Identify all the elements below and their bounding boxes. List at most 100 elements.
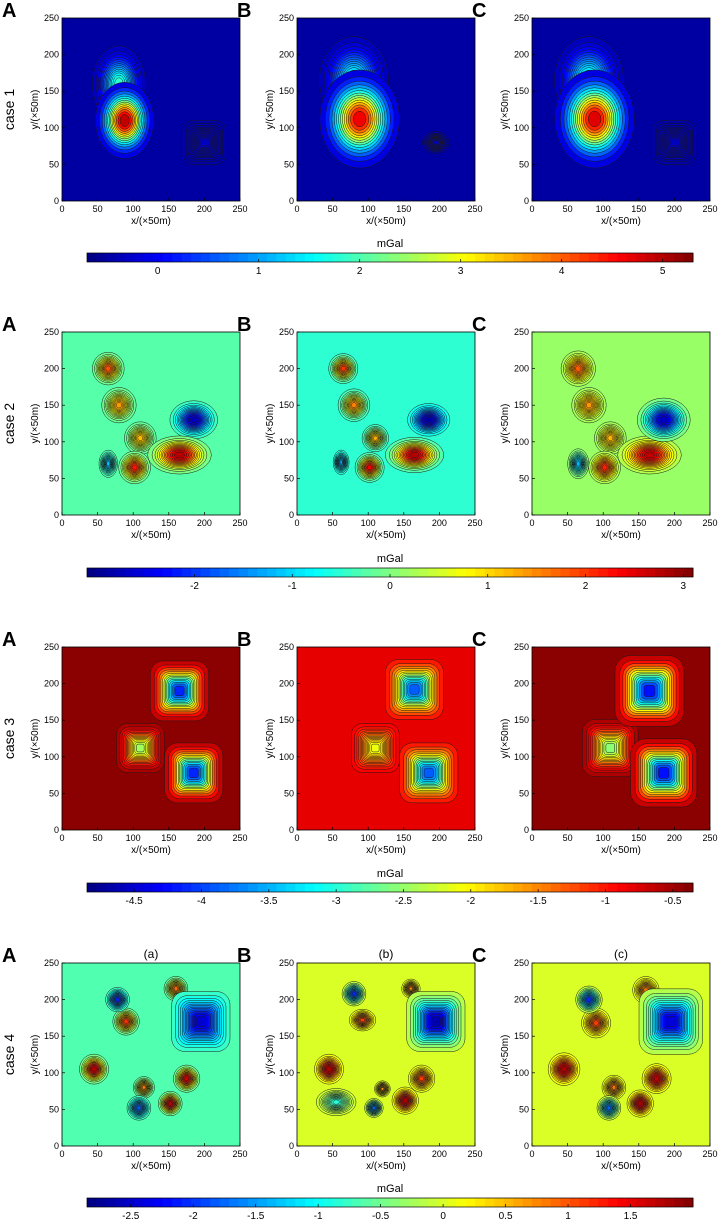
contour-band bbox=[402, 1098, 408, 1104]
colorbar-segment bbox=[513, 1198, 524, 1207]
y-tick-label: 100 bbox=[514, 752, 529, 762]
colorbar-segment bbox=[361, 568, 372, 577]
y-tick-label: 150 bbox=[279, 715, 294, 725]
x-tick-label: 100 bbox=[361, 833, 376, 843]
contour-band bbox=[606, 1105, 612, 1111]
colorbar-segment bbox=[569, 1198, 580, 1207]
x-tick-label: 250 bbox=[232, 1149, 247, 1159]
x-tick-label: 50 bbox=[328, 833, 338, 843]
colorbar-segment bbox=[408, 883, 419, 892]
colorbar-segment bbox=[617, 568, 628, 577]
colorbar-segment bbox=[342, 1198, 353, 1207]
contour-band bbox=[372, 435, 378, 441]
colorbar-segment bbox=[427, 568, 438, 577]
colorbar-tick-label: 0.5 bbox=[499, 1211, 513, 1222]
y-tick-label: 50 bbox=[284, 159, 294, 169]
colorbar-segment bbox=[560, 568, 571, 577]
y-tick-label: 0 bbox=[289, 825, 294, 835]
colorbar-segment bbox=[352, 883, 363, 892]
colorbar-segment bbox=[153, 253, 164, 262]
colorbar-segment bbox=[247, 253, 258, 262]
panel-caption: (a) bbox=[144, 947, 159, 961]
colorbar-segment bbox=[276, 568, 287, 577]
colorbar-segment bbox=[143, 253, 154, 262]
colorbar-segment bbox=[352, 253, 363, 262]
colorbar-segment bbox=[172, 253, 183, 262]
contour-band bbox=[131, 464, 138, 471]
x-tick-label: 200 bbox=[432, 1149, 447, 1159]
y-tick-label: 200 bbox=[514, 679, 529, 689]
contour-field bbox=[62, 963, 240, 1146]
colorbar-segment bbox=[96, 883, 107, 892]
colorbar-segment bbox=[522, 1198, 533, 1207]
contour-band bbox=[593, 1020, 599, 1026]
colorbar-segment bbox=[323, 568, 334, 577]
colorbar-segment bbox=[162, 568, 173, 577]
y-tick-label: 250 bbox=[279, 958, 294, 968]
panel-letter: C bbox=[472, 0, 486, 22]
y-tick-label: 150 bbox=[44, 400, 59, 410]
y-axis-label: y/(×50m) bbox=[500, 90, 511, 130]
colorbar-segment bbox=[219, 253, 230, 262]
contour-field bbox=[532, 963, 710, 1146]
colorbar-segment bbox=[456, 253, 467, 262]
colorbar-segment bbox=[115, 883, 126, 892]
contour-band bbox=[372, 1106, 376, 1110]
colorbar-tick-label: 2 bbox=[583, 581, 589, 592]
colorbar-segment bbox=[550, 253, 561, 262]
colorbar-segment bbox=[361, 1198, 372, 1207]
colorbar-segment bbox=[427, 1198, 438, 1207]
y-tick-label: 100 bbox=[514, 437, 529, 447]
contour-band bbox=[105, 365, 112, 372]
y-tick-label: 50 bbox=[284, 1104, 294, 1114]
y-tick-label: 150 bbox=[514, 1031, 529, 1041]
colorbar-segment bbox=[655, 253, 666, 262]
y-tick-label: 250 bbox=[279, 13, 294, 23]
contour-band bbox=[433, 140, 439, 145]
contour-band bbox=[659, 416, 669, 424]
colorbar-tick-label: 5 bbox=[660, 266, 666, 277]
colorbar-segment bbox=[664, 883, 675, 892]
colorbar-segment bbox=[437, 568, 448, 577]
colorbar-segment bbox=[598, 883, 609, 892]
colorbar-segment bbox=[380, 883, 391, 892]
panel-letter: A bbox=[2, 945, 16, 967]
colorbar-segment bbox=[266, 1198, 277, 1207]
y-tick-label: 50 bbox=[519, 788, 529, 798]
contour-band bbox=[380, 1087, 384, 1091]
x-tick-label: 150 bbox=[161, 518, 176, 528]
contour-band bbox=[561, 1066, 567, 1073]
y-tick-label: 150 bbox=[279, 86, 294, 96]
colorbar-segment bbox=[276, 883, 287, 892]
axes-frame bbox=[296, 646, 476, 831]
y-tick-label: 150 bbox=[514, 400, 529, 410]
x-tick-label: 0 bbox=[529, 204, 534, 214]
x-tick-label: 150 bbox=[161, 833, 176, 843]
contour-band bbox=[326, 1066, 332, 1072]
x-tick-label: 150 bbox=[396, 204, 411, 214]
colorbar-segment bbox=[238, 253, 249, 262]
colorbar-segment bbox=[579, 253, 590, 262]
colorbar-segment bbox=[674, 568, 685, 577]
x-tick-label: 0 bbox=[59, 833, 64, 843]
colorbar-segment bbox=[172, 1198, 183, 1207]
x-tick-label: 100 bbox=[596, 1149, 611, 1159]
colorbar-segment bbox=[427, 883, 438, 892]
contour-band bbox=[340, 365, 346, 372]
colorbar-segment bbox=[399, 1198, 410, 1207]
colorbar-tick-label: -4.5 bbox=[126, 896, 144, 907]
colorbar-segment bbox=[522, 253, 533, 262]
colorbar-segment bbox=[314, 568, 325, 577]
x-tick-label: 200 bbox=[197, 1149, 212, 1159]
colorbar-segment bbox=[399, 883, 410, 892]
x-tick-label: 100 bbox=[596, 204, 611, 214]
colorbar-segment bbox=[87, 253, 97, 262]
contour-field bbox=[62, 332, 240, 515]
colorbar-segment bbox=[465, 568, 476, 577]
x-tick-label: 250 bbox=[467, 204, 482, 214]
colorbar-segment bbox=[352, 1198, 363, 1207]
colorbar-segment bbox=[229, 253, 239, 262]
colorbar-frame bbox=[86, 252, 694, 263]
colorbar-segment bbox=[418, 253, 429, 262]
